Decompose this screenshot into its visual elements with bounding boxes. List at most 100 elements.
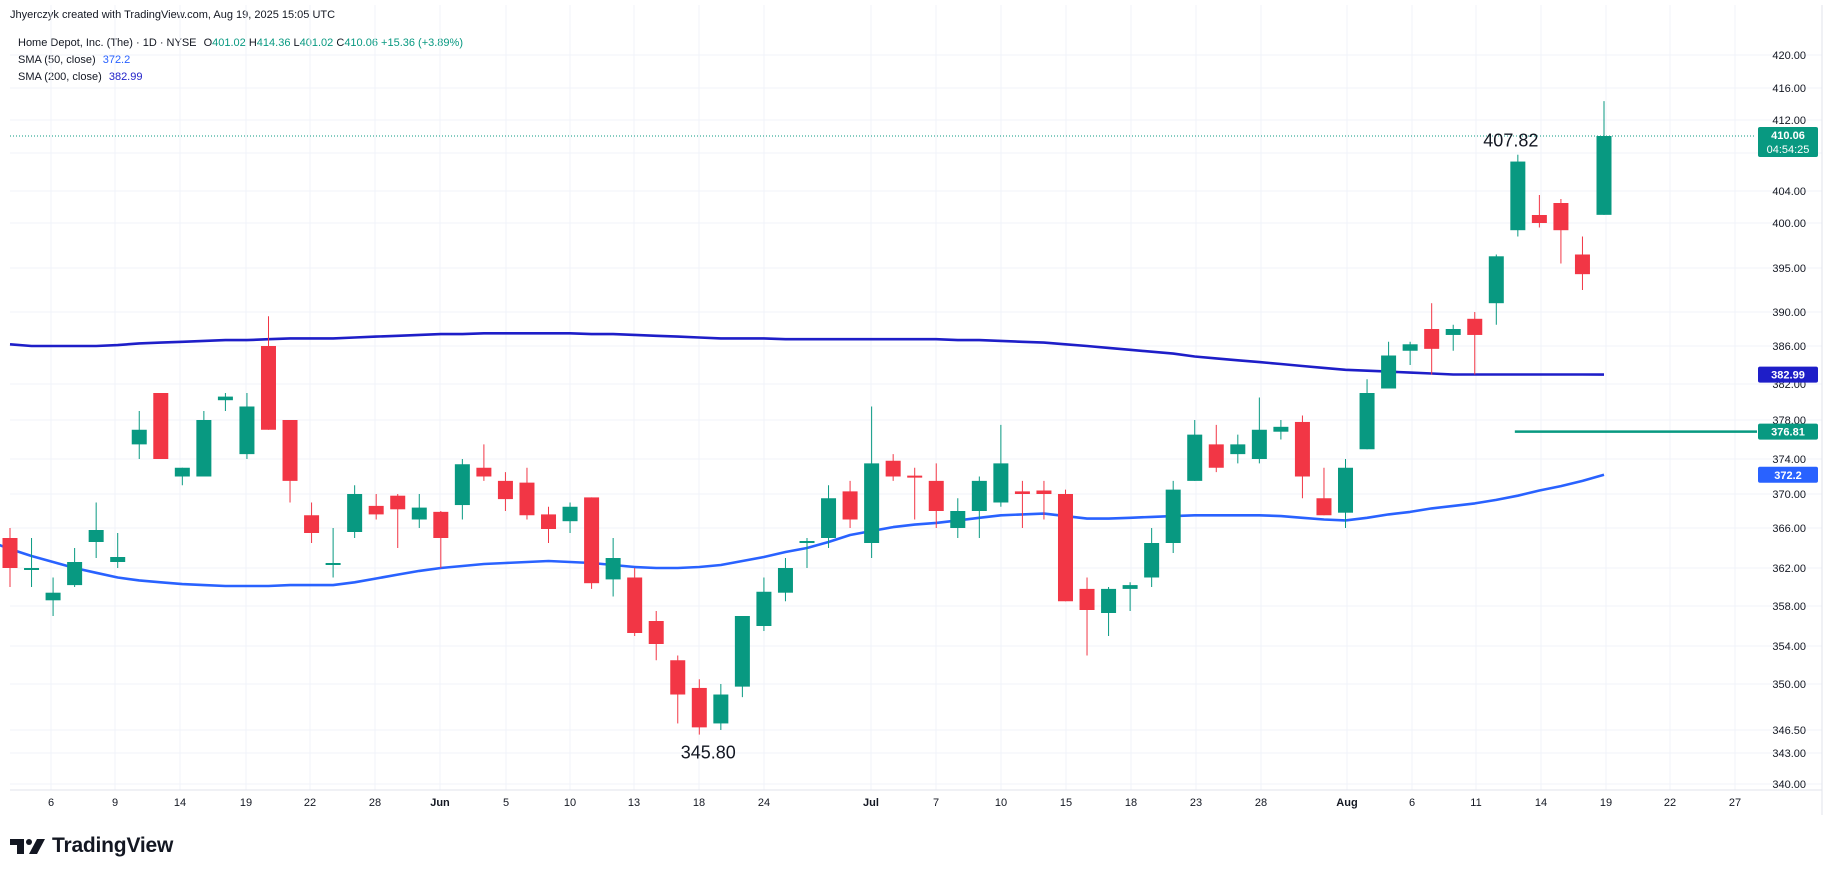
candle-body	[1273, 426, 1289, 432]
time-tick-label: 15	[1060, 797, 1072, 809]
candle-body	[239, 406, 255, 455]
candle-body	[131, 429, 147, 445]
candle	[67, 548, 83, 587]
candle	[734, 616, 750, 698]
price-tick-label: 358.00	[1772, 601, 1806, 613]
candle-body	[390, 495, 406, 510]
candle-body	[347, 494, 363, 532]
candle-body	[368, 505, 384, 515]
candle	[454, 459, 470, 520]
candle	[1424, 303, 1440, 375]
candle	[1273, 420, 1289, 440]
candle-body	[1467, 318, 1483, 335]
candle-body	[627, 577, 643, 633]
candle-body	[325, 563, 341, 565]
price-tick-label: 362.00	[1772, 563, 1806, 575]
candle-body	[605, 558, 621, 580]
tradingview-logo[interactable]: TradingView	[10, 834, 173, 858]
price-axis[interactable]: 340.00 343.00 346.50 350.00 354.00 358.00 362.…	[1772, 50, 1806, 791]
candle-body	[196, 420, 212, 477]
candle-body	[1402, 344, 1418, 351]
price-tick-label: 400.00	[1772, 218, 1806, 230]
candle	[24, 538, 40, 587]
candle	[390, 494, 406, 548]
candle	[260, 316, 276, 430]
candle	[1574, 236, 1590, 290]
candle	[562, 502, 578, 533]
time-tick-label: 6	[1409, 797, 1415, 809]
sma200-label: SMA (200, close)	[18, 71, 102, 83]
candle	[971, 476, 987, 538]
price-tick-label: 340.00	[1772, 779, 1806, 791]
candle-body	[648, 621, 664, 644]
candle	[1510, 154, 1526, 237]
time-tick-label: 27	[1729, 797, 1741, 809]
candle	[993, 424, 1009, 507]
candle-body	[562, 506, 578, 522]
candle-body	[304, 515, 320, 533]
candle-body	[885, 460, 901, 477]
candle-body	[541, 514, 557, 529]
candle-body	[476, 467, 492, 477]
price-label-box	[1758, 127, 1818, 158]
candle-body	[799, 541, 815, 543]
candle	[648, 611, 664, 661]
candle	[842, 480, 858, 528]
sma50-legend[interactable]: SMA (50, close) 372.2	[18, 52, 463, 69]
price-annotation: 407.82	[1483, 131, 1538, 151]
candle	[1014, 480, 1030, 528]
candle	[325, 528, 341, 578]
tradingview-logo-icon	[10, 839, 45, 854]
candle	[1445, 324, 1461, 351]
price-axis-labels: 410.06 04:54:25 382.99 376.81 372.2	[1758, 127, 1818, 483]
price-tick-label: 350.00	[1772, 679, 1806, 691]
candle-body	[1510, 161, 1526, 231]
candle-body	[217, 396, 233, 401]
candle	[605, 538, 621, 597]
candle-body	[1187, 434, 1203, 481]
candle	[1531, 195, 1547, 228]
symbol-name[interactable]: Home Depot, Inc. (The) · 1D · NYSE	[18, 37, 197, 49]
low-value: 401.02	[299, 37, 334, 49]
price-tick-label: 404.00	[1772, 186, 1806, 198]
time-axis[interactable]: 6 9 14 19 22 28 Jun 5 10 13 18 24 Jul 7 10 15 18 23 28 Aug 6…	[48, 797, 1741, 809]
sma200-line	[9, 331, 1605, 376]
candle-body	[1057, 494, 1073, 602]
candle-body	[1251, 429, 1267, 459]
candle	[1208, 424, 1224, 473]
price-tick-label: 416.00	[1772, 83, 1806, 95]
candle	[1553, 199, 1569, 264]
candle-body	[821, 498, 837, 538]
candle-body	[928, 480, 944, 511]
candle	[627, 568, 643, 636]
candle-body	[1445, 329, 1461, 335]
candle-body	[260, 346, 276, 430]
time-tick-label: 14	[174, 797, 186, 809]
ohlc-legend[interactable]: Home Depot, Inc. (The) · 1D · NYSE O401.…	[18, 35, 463, 52]
candle-body	[950, 511, 966, 528]
candle	[713, 684, 729, 730]
candle-body	[691, 687, 707, 728]
candle-body	[584, 497, 600, 584]
time-tick-label: 19	[240, 797, 252, 809]
time-tick-label: 11	[1470, 797, 1481, 809]
close-label: C	[336, 37, 345, 49]
change-value: +15.36 (+3.89%)	[381, 37, 463, 49]
grid-lines	[10, 5, 1822, 790]
close-value: 410.06	[344, 37, 378, 49]
candle-body	[110, 557, 126, 562]
candle-body	[497, 480, 513, 500]
price-tick-label: 386.00	[1772, 341, 1806, 353]
price-label-text: 410.06	[1771, 130, 1805, 142]
candle	[670, 655, 686, 724]
price-tick-label: 395.00	[1772, 263, 1806, 275]
candle	[411, 494, 427, 528]
candle	[799, 538, 815, 568]
candle-body	[1230, 444, 1246, 455]
time-tick-label: Jul	[863, 797, 879, 809]
candle-body	[756, 591, 772, 626]
candle	[153, 393, 169, 459]
price-chart[interactable]: 340.00 343.00 346.50 350.00 354.00 358.00 362.…	[0, 0, 1835, 820]
candle	[1165, 480, 1181, 553]
sma200-legend[interactable]: SMA (200, close) 382.99	[18, 69, 463, 86]
